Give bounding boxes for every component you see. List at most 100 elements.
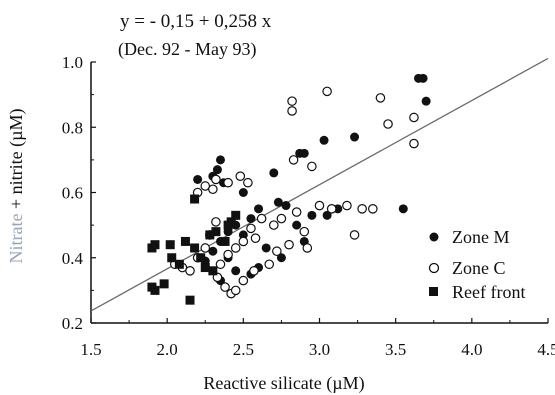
point-zone-m: [299, 148, 309, 158]
point-reef-front: [190, 194, 200, 204]
point-zone-m: [231, 266, 241, 276]
point-zone-c: [409, 138, 419, 149]
point-zone-c: [230, 285, 241, 296]
point-zone-c: [208, 184, 218, 195]
x-tick-label: 2.5: [233, 340, 254, 359]
point-zone-m: [238, 230, 248, 240]
point-reef-front: [174, 259, 184, 269]
legend-marker-zone-c: [428, 262, 440, 274]
point-zone-m: [215, 155, 225, 165]
point-zone-m: [269, 168, 279, 178]
point-zone-m: [261, 243, 271, 253]
x-tick-label: 4.0: [461, 340, 482, 359]
point-zone-c: [375, 93, 386, 103]
point-zone-c: [200, 243, 211, 253]
regression-line: [90, 57, 549, 312]
y-tick-label: 0.8: [62, 118, 83, 137]
point-zone-c: [185, 265, 195, 276]
point-zone-m: [421, 96, 431, 106]
point-zone-c: [249, 265, 259, 276]
legend-marker-zone-m: [429, 232, 439, 242]
point-zone-c: [223, 249, 233, 260]
x-tick-label: 4.5: [537, 340, 555, 359]
point-zone-m: [273, 197, 283, 207]
y-axis-label-rest: + nitrite (µM): [6, 109, 27, 214]
point-zone-c: [238, 236, 249, 247]
point-zone-c: [276, 213, 287, 224]
regression-equation: y = - 0,15 + 0,258 x: [120, 11, 272, 32]
point-zone-c: [368, 204, 378, 214]
point-zone-c: [288, 155, 299, 165]
x-tick-label: 3.5: [385, 340, 406, 359]
y-axis-label-nitrate: Nitrate: [6, 214, 26, 264]
point-zone-c: [272, 246, 282, 257]
point-reef-front: [220, 236, 230, 246]
point-zone-c: [287, 96, 297, 106]
point-zone-c: [235, 171, 246, 181]
point-zone-c: [307, 161, 317, 172]
y-tick-label: 0.4: [62, 249, 84, 268]
point-zone-c: [211, 217, 221, 227]
point-zone-c: [409, 112, 419, 123]
point-reef-front: [205, 230, 215, 240]
point-zone-m: [208, 246, 218, 256]
point-zone-c: [220, 282, 230, 292]
point-reef-front: [208, 266, 218, 276]
point-reef-front: [180, 236, 190, 246]
point-zone-c: [287, 106, 297, 116]
point-reef-front: [223, 220, 233, 230]
data-points: [147, 73, 431, 305]
y-axis-label: Nitrate + nitrite (µM): [6, 109, 27, 264]
point-zone-c: [284, 239, 294, 250]
point-zone-c: [264, 259, 275, 270]
point-reef-front: [167, 253, 177, 263]
point-zone-c: [211, 174, 221, 185]
point-zone-m: [238, 188, 248, 197]
point-reef-front: [150, 285, 160, 295]
legend-label-zone-c: Zone C: [452, 258, 506, 278]
x-axis-label: Reactive silicate (µM): [203, 373, 364, 394]
point-zone-m: [319, 135, 329, 145]
y-tick-label: 1.0: [62, 53, 83, 72]
point-zone-c: [291, 207, 302, 217]
point-reef-front: [200, 263, 210, 273]
point-zone-c: [349, 230, 360, 240]
point-zone-c: [322, 86, 332, 97]
point-zone-c: [246, 223, 256, 234]
y-tick-label: 0.6: [62, 184, 83, 203]
point-zone-c: [302, 243, 313, 253]
point-zone-c: [223, 177, 233, 188]
y-tick-label: 0.2: [62, 314, 83, 333]
point-zone-c: [299, 226, 310, 237]
legend-label-zone-m: Zone M: [452, 227, 510, 247]
point-zone-c: [256, 213, 267, 224]
point-zone-m: [398, 204, 408, 214]
point-zone-c: [215, 259, 226, 270]
plot-area: 1.5 2.0 2.5 3.0 3.5 4.0 4.5 0.2 0.4 0.6 0.8 1.0: [62, 53, 555, 359]
legend-label-reef-front: Reef front: [452, 282, 525, 302]
point-zone-c: [357, 204, 367, 214]
point-reef-front: [165, 240, 175, 250]
point-zone-m: [193, 174, 203, 184]
point-zone-m: [212, 165, 222, 175]
point-reef-front: [190, 243, 200, 253]
point-zone-m: [322, 210, 332, 220]
point-reef-front: [185, 295, 195, 305]
point-zone-c: [342, 200, 352, 211]
point-zone-m: [276, 253, 286, 263]
point-reef-front: [196, 253, 206, 263]
x-tick-label: 3.0: [309, 340, 330, 359]
point-reef-front: [150, 240, 160, 250]
date-range-annotation: (Dec. 92 - May 93): [118, 39, 256, 60]
point-zone-c: [230, 243, 241, 253]
point-reef-front: [159, 279, 169, 289]
point-zone-m: [281, 201, 291, 211]
point-zone-c: [250, 233, 261, 243]
legend: Zone M Zone C Reef front: [428, 227, 525, 302]
point-zone-c: [243, 177, 253, 188]
point-zone-m: [307, 210, 317, 220]
point-zone-c: [314, 200, 325, 211]
point-zone-c: [326, 204, 337, 214]
point-zone-c: [268, 220, 279, 230]
